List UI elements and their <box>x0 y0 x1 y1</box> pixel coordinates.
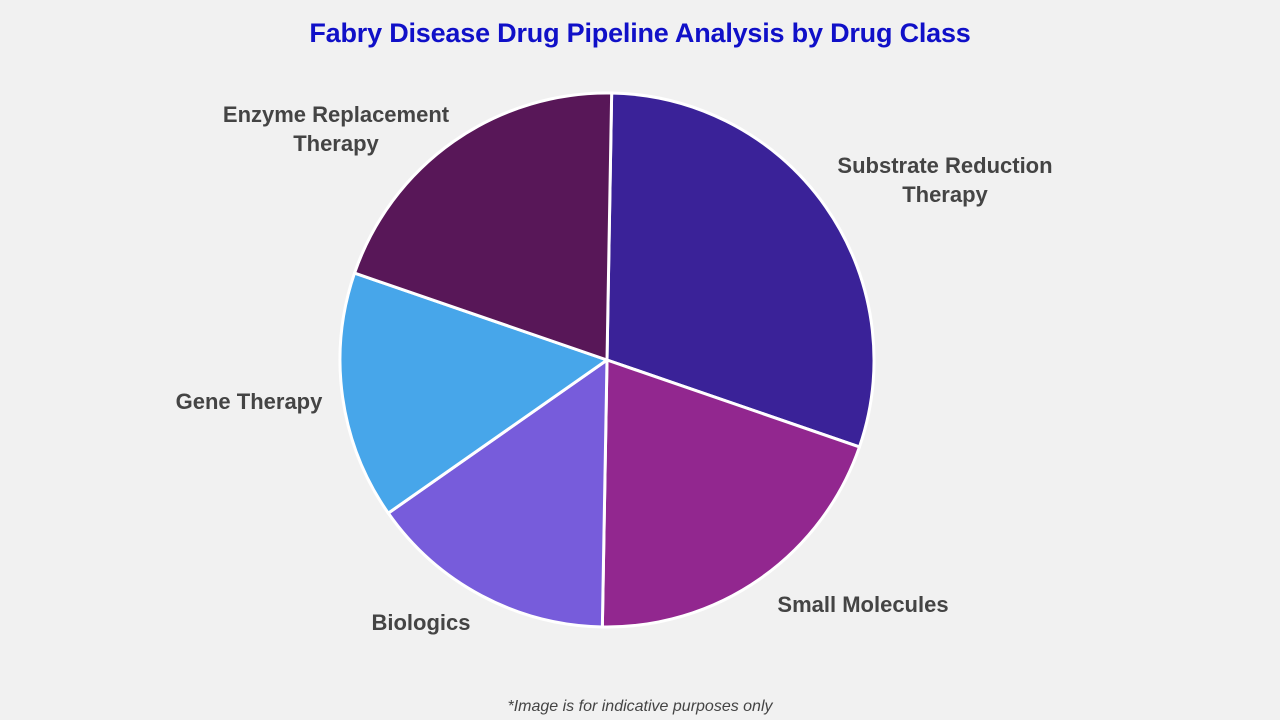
chart-title: Fabry Disease Drug Pipeline Analysis by … <box>309 18 971 48</box>
label-enzyme-replacement-therapy: Enzyme Replacement Therapy <box>223 100 449 158</box>
label-gene-therapy: Gene Therapy <box>175 389 323 414</box>
pie-slice-gene-therapy <box>338 271 609 515</box>
pie-slice-enzyme-replacement-therapy <box>353 91 614 362</box>
label-line: Substrate Reduction <box>837 153 1053 178</box>
footnote: *Image is for indicative purposes only <box>507 698 773 715</box>
label-small-molecules: Small Molecules <box>777 592 949 617</box>
label-line: Therapy <box>902 182 988 207</box>
label-line: Therapy <box>293 131 379 156</box>
pie-slice-biologics <box>386 358 609 629</box>
label-biologics: Biologics <box>371 610 471 635</box>
label-substrate-reduction-therapy: Substrate Reduction Therapy <box>837 151 1052 209</box>
pie-slice-substrate-reduction-therapy <box>605 91 876 449</box>
pie-slice-small-molecules <box>600 358 861 629</box>
label-line: Enzyme Replacement <box>222 102 450 127</box>
